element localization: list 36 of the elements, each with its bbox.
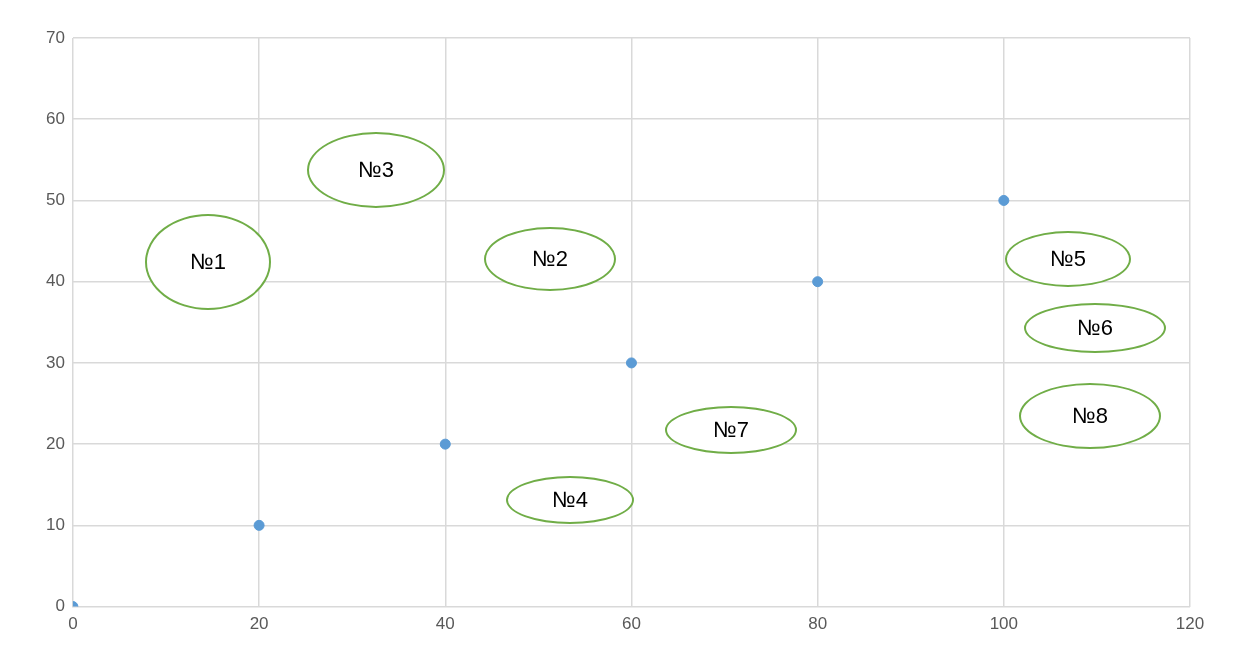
y-tick-label: 10 — [45, 515, 65, 535]
oval-callout: №2 — [484, 227, 616, 291]
x-tick-label: 0 — [68, 614, 78, 634]
y-tick-label: 0 — [55, 596, 65, 616]
oval-callout: №1 — [145, 214, 271, 310]
annotation: №5 — [1049, 246, 1087, 272]
x-tick-label: 80 — [808, 614, 828, 634]
annotation: №1 — [189, 249, 227, 275]
y-tick-label: 60 — [45, 108, 65, 128]
oval-callout: №3 — [307, 132, 445, 208]
point — [253, 519, 265, 531]
y-tick-label: 70 — [45, 27, 65, 47]
oval-callout: №8 — [1019, 383, 1161, 449]
oval-callout: №6 — [1024, 303, 1166, 353]
x-tick-label: 120 — [1175, 614, 1205, 634]
annotation: №2 — [531, 246, 569, 272]
point — [625, 357, 637, 369]
x-tick-label: 20 — [249, 614, 269, 634]
x-tick-label: 100 — [989, 614, 1019, 634]
y-tick-label: 50 — [45, 190, 65, 210]
annotation: №6 — [1076, 315, 1114, 341]
y-tick-label: 20 — [45, 433, 65, 453]
annotation: №4 — [551, 487, 589, 513]
point — [998, 194, 1010, 206]
point — [439, 438, 451, 450]
oval-callout: №5 — [1005, 231, 1131, 287]
oval-callout: №4 — [506, 476, 634, 524]
y-tick-label: 40 — [45, 271, 65, 291]
annotation: №8 — [1071, 403, 1109, 429]
annotation: №3 — [357, 157, 395, 183]
x-tick-label: 40 — [435, 614, 455, 634]
x-tick-label: 60 — [621, 614, 641, 634]
oval-callout: №7 — [665, 406, 797, 454]
point — [812, 276, 824, 288]
annotation: №7 — [712, 417, 750, 443]
y-tick-label: 30 — [45, 352, 65, 372]
